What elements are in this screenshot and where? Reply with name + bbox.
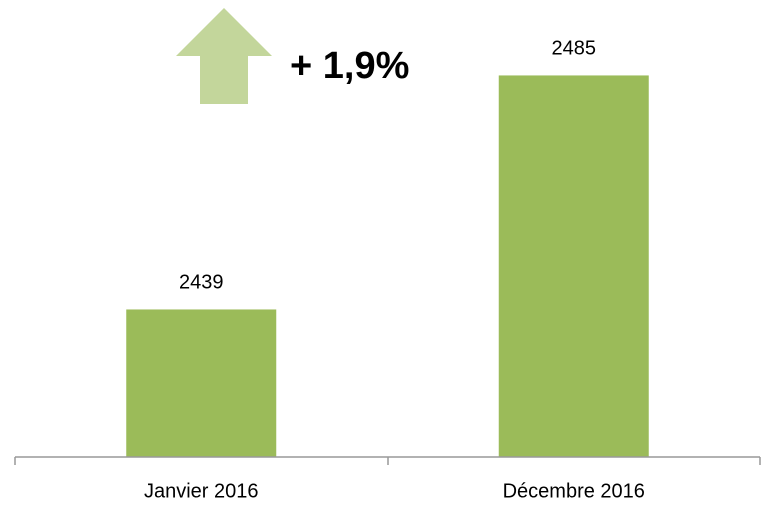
annotation: + 1,9% <box>290 45 409 87</box>
x-tick-label: Janvier 2016 <box>144 480 259 502</box>
bar <box>126 309 277 457</box>
bar <box>498 75 649 457</box>
value-label: 2439 <box>179 272 224 294</box>
x-tick-label: Décembre 2016 <box>503 480 645 502</box>
value-label: 2485 <box>552 38 597 60</box>
up-arrow <box>176 8 272 104</box>
